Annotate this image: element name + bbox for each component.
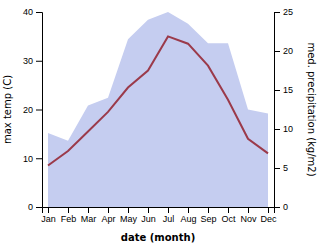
y2-tick-label: 20	[283, 46, 293, 56]
x-tick-label: Dec	[260, 214, 277, 224]
y2-tick-label: 0	[283, 202, 288, 212]
x-tick-mark	[68, 207, 69, 213]
x-tick: Sep	[200, 207, 216, 224]
y2-axis-title: med. precipitation (kg/m2)	[306, 42, 317, 176]
x-tick: Jun	[141, 207, 156, 224]
x-tick: Apr	[101, 207, 115, 224]
x-tick: Jan	[41, 207, 56, 224]
line	[48, 36, 268, 165]
y-axis: 0 10 20 30 40	[23, 7, 43, 212]
x-tick-label: Apr	[101, 214, 115, 224]
y-tick: 10	[23, 154, 42, 164]
x-tick-mark	[128, 207, 129, 213]
marks	[48, 12, 268, 207]
y2-tick-mark	[274, 90, 280, 91]
y-tick: 20	[23, 105, 42, 115]
x-tick-mark	[208, 207, 209, 213]
y2-tick: 10	[274, 124, 293, 134]
y-tick: 0	[28, 202, 42, 212]
y2-tick-label: 5	[283, 163, 288, 173]
x-tick-mark	[168, 207, 169, 213]
x-tick: Oct	[221, 207, 236, 224]
x-tick-mark	[188, 207, 189, 213]
y-axis-line	[36, 13, 43, 208]
x-axis-title: date (month)	[121, 232, 195, 243]
x-axis-line	[43, 208, 275, 214]
plot-area: Jan Feb Mar Apr MayJun Jul Aug Sep Oct NovDec 0 10 2…	[23, 7, 293, 224]
x-tick-label: Jun	[141, 214, 156, 224]
x-tick-label: Jul	[163, 214, 175, 224]
y2-tick: 15	[274, 85, 293, 95]
y2-tick-label: 10	[283, 124, 293, 134]
x-tick-label: Mar	[81, 214, 97, 224]
y2-tick-label: 15	[283, 85, 293, 95]
y-tick-mark	[36, 110, 42, 111]
x-tick: Jul	[163, 207, 175, 224]
x-tick-label: Aug	[180, 214, 196, 224]
area	[48, 12, 268, 207]
y2-tick-mark	[274, 12, 280, 13]
y-tick-label: 40	[23, 7, 33, 17]
x-tick-mark	[248, 207, 249, 213]
y2-tick-label: 25	[283, 7, 293, 17]
y-tick-label: 10	[23, 154, 33, 164]
x-tick-label: Sep	[200, 214, 216, 224]
y-tick-mark	[36, 61, 42, 62]
x-tick-mark	[108, 207, 109, 213]
y2-tick: 20	[274, 46, 293, 56]
x-tick-mark	[88, 207, 89, 213]
x-tick-mark	[228, 207, 229, 213]
y-tick: 40	[23, 7, 42, 17]
x-tick-label: Nov	[240, 214, 257, 224]
x-tick-mark	[48, 207, 49, 213]
y2-tick: 0	[274, 202, 288, 212]
x-tick-label: Oct	[221, 214, 236, 224]
x-tick: Mar	[81, 207, 97, 224]
y2-tick: 5	[274, 163, 288, 173]
y2-tick-mark	[274, 51, 280, 52]
y-tick-label: 0	[28, 202, 33, 212]
x-tick-label: Jan	[41, 214, 56, 224]
y2-tick: 25	[274, 7, 293, 17]
chart-svg: Jan Feb Mar Apr MayJun Jul Aug Sep Oct NovDec 0 10 2…	[0, 0, 318, 247]
y2-axis: 0 5 10 15 20 25	[274, 7, 293, 212]
x-tick-label: Feb	[61, 214, 77, 224]
y2-tick-mark	[274, 207, 280, 208]
x-tick: Aug	[180, 207, 196, 224]
x-axis: Jan Feb Mar Apr MayJun Jul Aug Sep Oct NovDec	[41, 207, 277, 224]
y-tick-label: 30	[23, 56, 33, 66]
x-tick: Nov	[240, 207, 257, 224]
x-tick-mark	[268, 207, 269, 213]
x-tick: May	[120, 207, 138, 224]
y-tick: 30	[23, 56, 42, 66]
y2-tick-mark	[274, 129, 280, 130]
chart-container: Jan Feb Mar Apr MayJun Jul Aug Sep Oct NovDec 0 10 2…	[0, 0, 318, 247]
y-tick-mark	[36, 207, 42, 208]
x-tick: Feb	[61, 207, 77, 224]
y-axis-title: max temp (C)	[2, 75, 13, 144]
x-tick: Dec	[260, 207, 277, 224]
y-tick-label: 20	[23, 105, 33, 115]
x-tick-mark	[148, 207, 149, 213]
y2-axis-line	[275, 13, 281, 208]
y-tick-mark	[36, 12, 42, 13]
y-tick-mark	[36, 158, 42, 159]
y2-tick-mark	[274, 168, 280, 169]
x-tick-label: May	[120, 214, 138, 224]
